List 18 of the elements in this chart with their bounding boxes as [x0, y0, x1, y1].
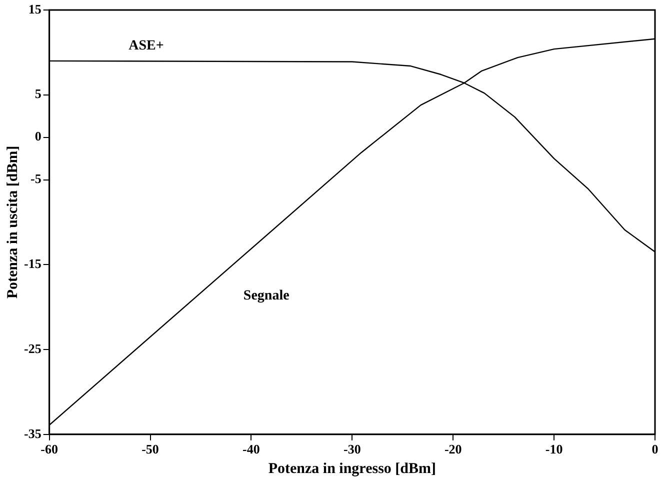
series-label: Segnale: [243, 288, 290, 304]
y-axis-title: Potenza in uscita [dBm]: [4, 146, 21, 299]
y-tick-label: -25: [24, 340, 42, 356]
x-tick-label: -40: [242, 442, 260, 457]
x-tick-label: 0: [652, 442, 658, 457]
y-tick-label: -5: [30, 171, 42, 186]
y-tick-label: 5: [34, 86, 42, 102]
x-tick-label: -20: [444, 442, 462, 457]
x-tick-label: -60: [40, 442, 58, 457]
y-tick-label: -35: [24, 426, 42, 441]
y-tick-label: 0: [34, 128, 42, 144]
x-tick-label: -30: [343, 442, 361, 457]
series-label: ASE+: [128, 38, 164, 54]
y-tick-label: 15: [28, 1, 42, 16]
x-tick-label: -10: [545, 442, 563, 457]
x-tick-label: -50: [142, 442, 159, 457]
y-tick-label: -15: [24, 256, 42, 271]
x-axis-title: Potenza in ingresso [dBm]: [268, 460, 436, 477]
